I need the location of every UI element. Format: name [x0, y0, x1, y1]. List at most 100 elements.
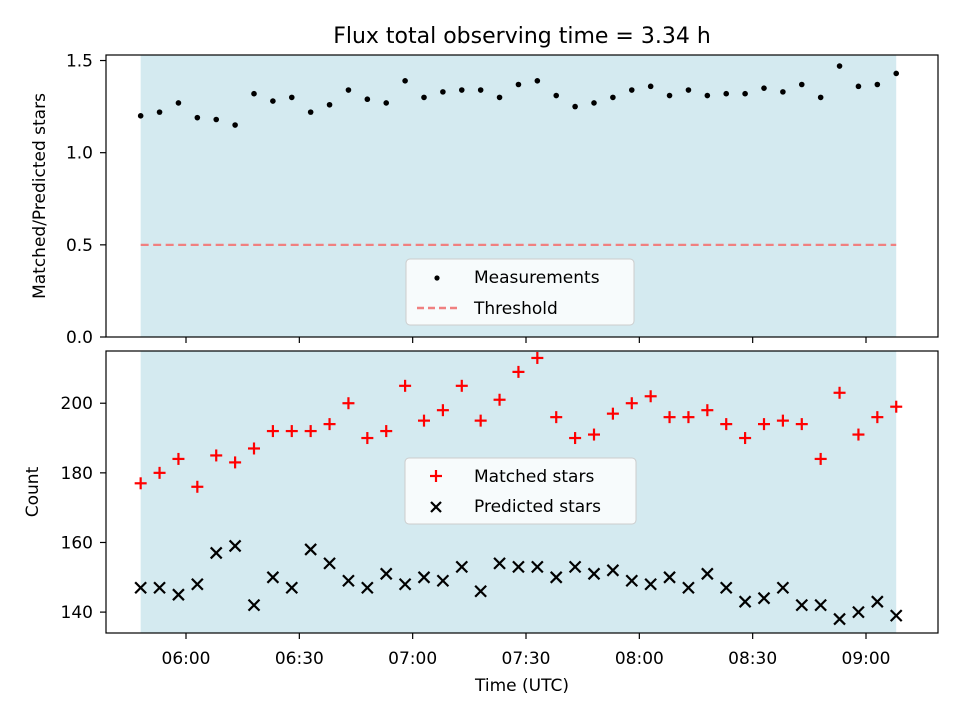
predicted-star-point [606, 564, 620, 577]
measurement-point [402, 78, 408, 84]
measurement-point [175, 100, 182, 106]
bottom-panel: 140 160 180 200 06:00 06:30 07:00 07:30 08:00 08… [23, 350, 939, 696]
matched-star-point [172, 452, 185, 465]
measurement-point [421, 94, 427, 101]
matched-star-point [399, 379, 412, 392]
matched-star-point [720, 418, 733, 431]
predicted-star-point [568, 560, 582, 574]
matched-star-point [852, 428, 865, 441]
measurement-point [194, 114, 201, 121]
predicted-star-point [304, 543, 317, 556]
matched-star-point [814, 452, 827, 465]
measurement-point [874, 81, 881, 88]
matched-star-point [285, 425, 298, 438]
matched-star-point [833, 386, 846, 399]
predicted-star-point [134, 581, 147, 595]
predicted-star-point [738, 595, 752, 608]
predicted-star-point [474, 584, 487, 598]
measurement-point [685, 87, 692, 93]
measurement-point [326, 101, 333, 108]
predicted-star-point [549, 571, 563, 584]
x-tick-label: 07:00 [388, 649, 437, 669]
x-axis-label: Time (UTC) [474, 676, 569, 696]
bottom-y-tick-label: 140 [61, 603, 93, 623]
predicted-star-point [493, 557, 506, 570]
predicted-star-point [153, 581, 166, 595]
measurement-point [591, 100, 597, 106]
predicted-star-point [398, 577, 412, 591]
predicted-star-point [852, 605, 865, 619]
matched-star-point [550, 411, 563, 424]
measurement-point [477, 87, 484, 93]
predicted-star-point [663, 571, 676, 584]
measurement-point [553, 92, 560, 99]
bottom-y-axis: 140 160 180 200 [61, 394, 106, 623]
measurement-point [780, 89, 786, 95]
measurement-point [383, 100, 390, 106]
top-plot-frame [105, 54, 939, 338]
predicted-star-point [361, 581, 374, 595]
measurement-point [251, 90, 257, 97]
measurement-point [288, 94, 295, 101]
predicted-star-point [587, 567, 601, 581]
bottom-y-tick-label: 200 [61, 394, 93, 414]
matched-star-point [625, 397, 638, 410]
predicted-star-point [701, 567, 714, 581]
matched-star-point [248, 442, 260, 455]
x-tick-label: 08:30 [728, 649, 777, 669]
predicted-star-point [436, 574, 450, 588]
matched-star-point [323, 418, 336, 431]
top-y-axis-label: Matched/Predicted stars [30, 93, 50, 299]
legend-measurements-marker [434, 275, 440, 281]
measurement-point [345, 87, 352, 93]
predicted-star-point [285, 581, 299, 595]
predicted-star-point [814, 598, 827, 612]
bottom-y-axis-label: Count [23, 466, 43, 517]
measurement-point [515, 81, 522, 88]
top-y-tick-label: 1.5 [66, 52, 93, 72]
top-y-tick-label: 0.0 [66, 328, 93, 348]
matched-star-point [266, 425, 279, 438]
matched-star-point [701, 404, 714, 417]
measurement-point [855, 83, 862, 90]
top-x-ticks [185, 337, 867, 343]
matched-star-point [512, 365, 525, 378]
predicted-star-point [191, 577, 204, 591]
matched-star-point [210, 449, 223, 462]
predicted-star-point [644, 577, 657, 591]
matched-star-point [890, 400, 903, 413]
measurement-point [440, 89, 446, 95]
predicted-star-point [833, 612, 846, 626]
measurement-point [628, 87, 635, 93]
bottom-x-axis: 06:00 06:30 07:00 07:30 08:00 08:30 09:00 [162, 633, 891, 669]
legend-matched-marker [430, 470, 442, 482]
predicted-star-point [776, 581, 790, 595]
chart-title: Flux total observing time = 3.34 h [333, 24, 711, 49]
x-tick-label: 07:30 [502, 649, 551, 669]
predicted-star-point [209, 546, 223, 560]
top-y-tick-label: 1.0 [66, 144, 93, 164]
x-tick-label: 09:00 [842, 649, 891, 669]
matched-star-point [776, 414, 789, 427]
predicted-star-point [417, 571, 431, 584]
matched-star-point [758, 418, 770, 431]
measurement-point [761, 85, 767, 91]
predicted-star-point [247, 598, 261, 612]
measurement-point [742, 90, 748, 97]
matched-star-point [474, 414, 487, 427]
bottom-plot-frame [105, 350, 939, 634]
measurement-point [723, 90, 730, 97]
predicted-star-point [512, 560, 525, 574]
bottom-y-tick-label: 160 [61, 533, 93, 553]
matched-star-point [455, 379, 468, 392]
predicted-star-point [266, 571, 280, 584]
matched-star-point [493, 393, 506, 406]
matched-star-point [229, 456, 242, 469]
matched-star-point [531, 351, 544, 364]
legend-matched-label: Matched stars [474, 467, 594, 487]
measurement-point [213, 116, 220, 123]
x-tick-label: 06:30 [275, 649, 324, 669]
top-legend-box [405, 258, 635, 326]
